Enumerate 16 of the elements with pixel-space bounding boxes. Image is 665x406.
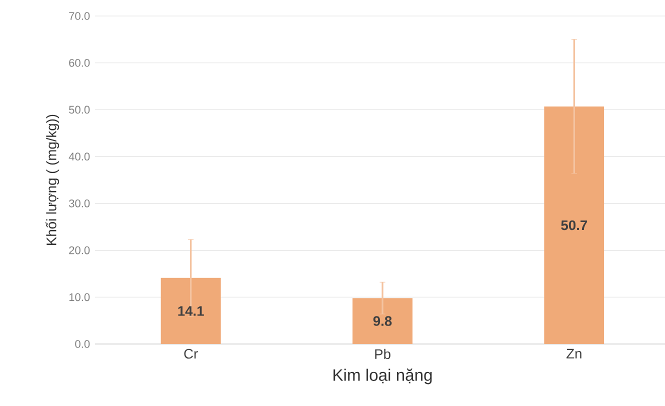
y-axis-title: Khối lượng ( (mg/kg)) [46,114,60,245]
data-label: 50.7 [561,220,588,230]
y-tick-label: 60.0 [69,58,90,67]
y-tick-label: 20.0 [69,246,90,254]
data-label: 14.1 [178,306,204,316]
x-tick-label: Cr [184,348,198,359]
y-tick-label: 70.0 [69,12,90,20]
x-tick-label: Pb [375,348,390,360]
data-label: 9.8 [373,316,392,326]
y-tick-label: 50.0 [69,106,90,114]
y-tick-label: 10.0 [69,293,90,302]
y-tick-label: 40.0 [68,152,90,160]
y-tick-label: 30.0 [68,200,90,208]
x-axis-title: Kim loại nặng [334,368,432,384]
y-tick-label: 0.0 [75,340,90,348]
x-tick-label: Zn [566,348,582,358]
